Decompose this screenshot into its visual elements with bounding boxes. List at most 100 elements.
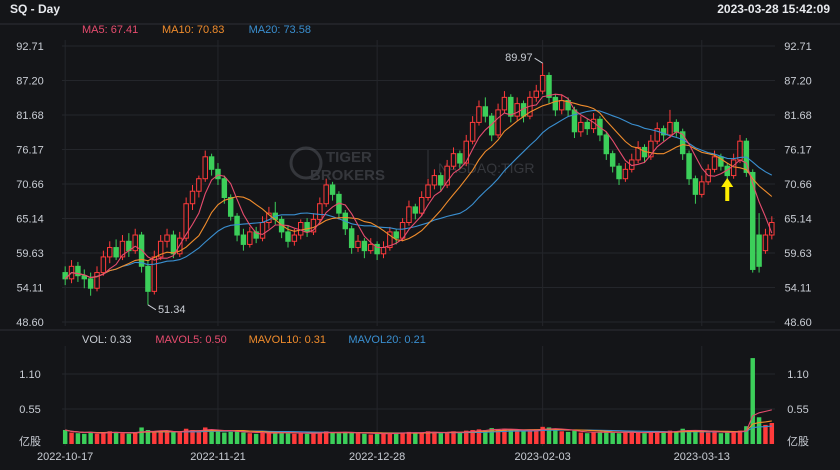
candle — [119, 235, 126, 261]
candle-body — [157, 240, 164, 258]
volume-bar — [744, 426, 749, 444]
candle-body — [317, 203, 323, 220]
volume-bar — [209, 430, 214, 444]
candle-body — [368, 243, 374, 252]
candle-body — [438, 175, 444, 186]
candle — [310, 213, 317, 236]
ma20-line — [64, 109, 773, 280]
y-tick-label-left: 81.68 — [16, 110, 44, 122]
y-tick-label-right: 81.68 — [784, 110, 812, 122]
candle-body — [559, 99, 565, 111]
candle-body — [87, 278, 94, 289]
candle-body — [100, 256, 107, 274]
vol-label: VOL: 0.33 — [82, 334, 132, 346]
candle-body — [730, 159, 737, 177]
volume-bar — [642, 433, 647, 444]
timestamp: 2023-03-28 15:42:09 — [717, 2, 830, 16]
candle — [202, 150, 208, 182]
candle-body — [94, 272, 100, 289]
volume-bar — [298, 433, 303, 444]
volume-bar — [107, 431, 112, 444]
volume-bar — [285, 433, 291, 444]
mavol10-label: MAVOL10: 0.31 — [249, 334, 326, 346]
volume-bar — [508, 430, 514, 444]
volume-bar — [145, 430, 151, 444]
candle-body — [667, 121, 673, 136]
candle-body — [711, 156, 718, 170]
candle-body — [635, 146, 641, 161]
chart-title: SQ - Day — [10, 2, 61, 16]
candle — [342, 209, 349, 236]
volume-bar — [534, 429, 539, 444]
volume-bar — [69, 432, 74, 444]
volume-bar — [183, 428, 189, 444]
y-tick-label-left: 59.63 — [16, 248, 44, 260]
candle — [317, 197, 323, 223]
y-tick-label-right: 87.20 — [784, 75, 812, 87]
candle — [565, 97, 571, 117]
candle-body — [444, 165, 450, 186]
candle — [457, 150, 463, 170]
y-tick-label-left: 54.11 — [17, 283, 44, 295]
candle-body — [673, 121, 680, 133]
candle — [469, 116, 476, 145]
candle-body — [699, 181, 705, 195]
volume-bar — [381, 433, 386, 444]
candle-body — [247, 231, 253, 245]
candle — [508, 94, 514, 123]
volume-bar — [763, 424, 768, 444]
candle — [762, 228, 769, 254]
candle-body — [686, 153, 692, 180]
candle-body — [584, 121, 590, 130]
candle-body — [259, 222, 266, 239]
candle-body — [609, 153, 616, 167]
volume-bar — [470, 430, 475, 444]
candle-body — [393, 231, 399, 239]
candle-body — [361, 240, 368, 252]
candle — [278, 216, 285, 239]
volume-bar — [88, 431, 93, 444]
volume-bar — [413, 433, 418, 444]
candle-body — [457, 153, 463, 164]
candle-body — [546, 74, 552, 98]
candle — [705, 164, 711, 185]
candle-body — [756, 234, 762, 267]
volume-bar — [374, 433, 380, 444]
volume-bar — [457, 432, 463, 444]
x-tick-label: 2023-03-13 — [674, 451, 730, 463]
candle-body — [253, 231, 259, 239]
volume-bar — [62, 430, 68, 444]
candle — [749, 169, 756, 273]
candle — [387, 226, 393, 251]
volume-bar — [654, 431, 660, 444]
volume-bar — [75, 433, 81, 444]
volume-bar — [362, 433, 367, 444]
volume-bar — [266, 433, 272, 444]
candle — [259, 216, 266, 242]
volume-bar — [82, 433, 87, 444]
candle-body — [355, 240, 361, 249]
high-annotation: 89.97 — [505, 52, 533, 64]
candle-body — [463, 140, 469, 164]
candle — [438, 172, 444, 192]
candle — [686, 150, 692, 185]
annotation-leader — [147, 304, 157, 311]
candle-body — [539, 74, 546, 92]
candle-body — [418, 196, 425, 214]
volume-bar — [737, 430, 743, 444]
candle-body — [501, 96, 508, 111]
candle — [737, 134, 743, 164]
ma5-line — [64, 93, 773, 280]
candle-body — [514, 103, 520, 117]
volume-bar — [273, 432, 278, 444]
volume-bar — [521, 431, 526, 444]
tiger-logo-icon — [289, 146, 323, 180]
volume-bar — [317, 431, 323, 444]
volume-bar — [330, 432, 335, 444]
volume-bar — [101, 432, 106, 444]
volume-bar — [483, 430, 488, 444]
volume-bar — [406, 431, 412, 444]
x-tick-label: 2023-02-03 — [514, 451, 570, 463]
candle-body — [412, 206, 419, 214]
